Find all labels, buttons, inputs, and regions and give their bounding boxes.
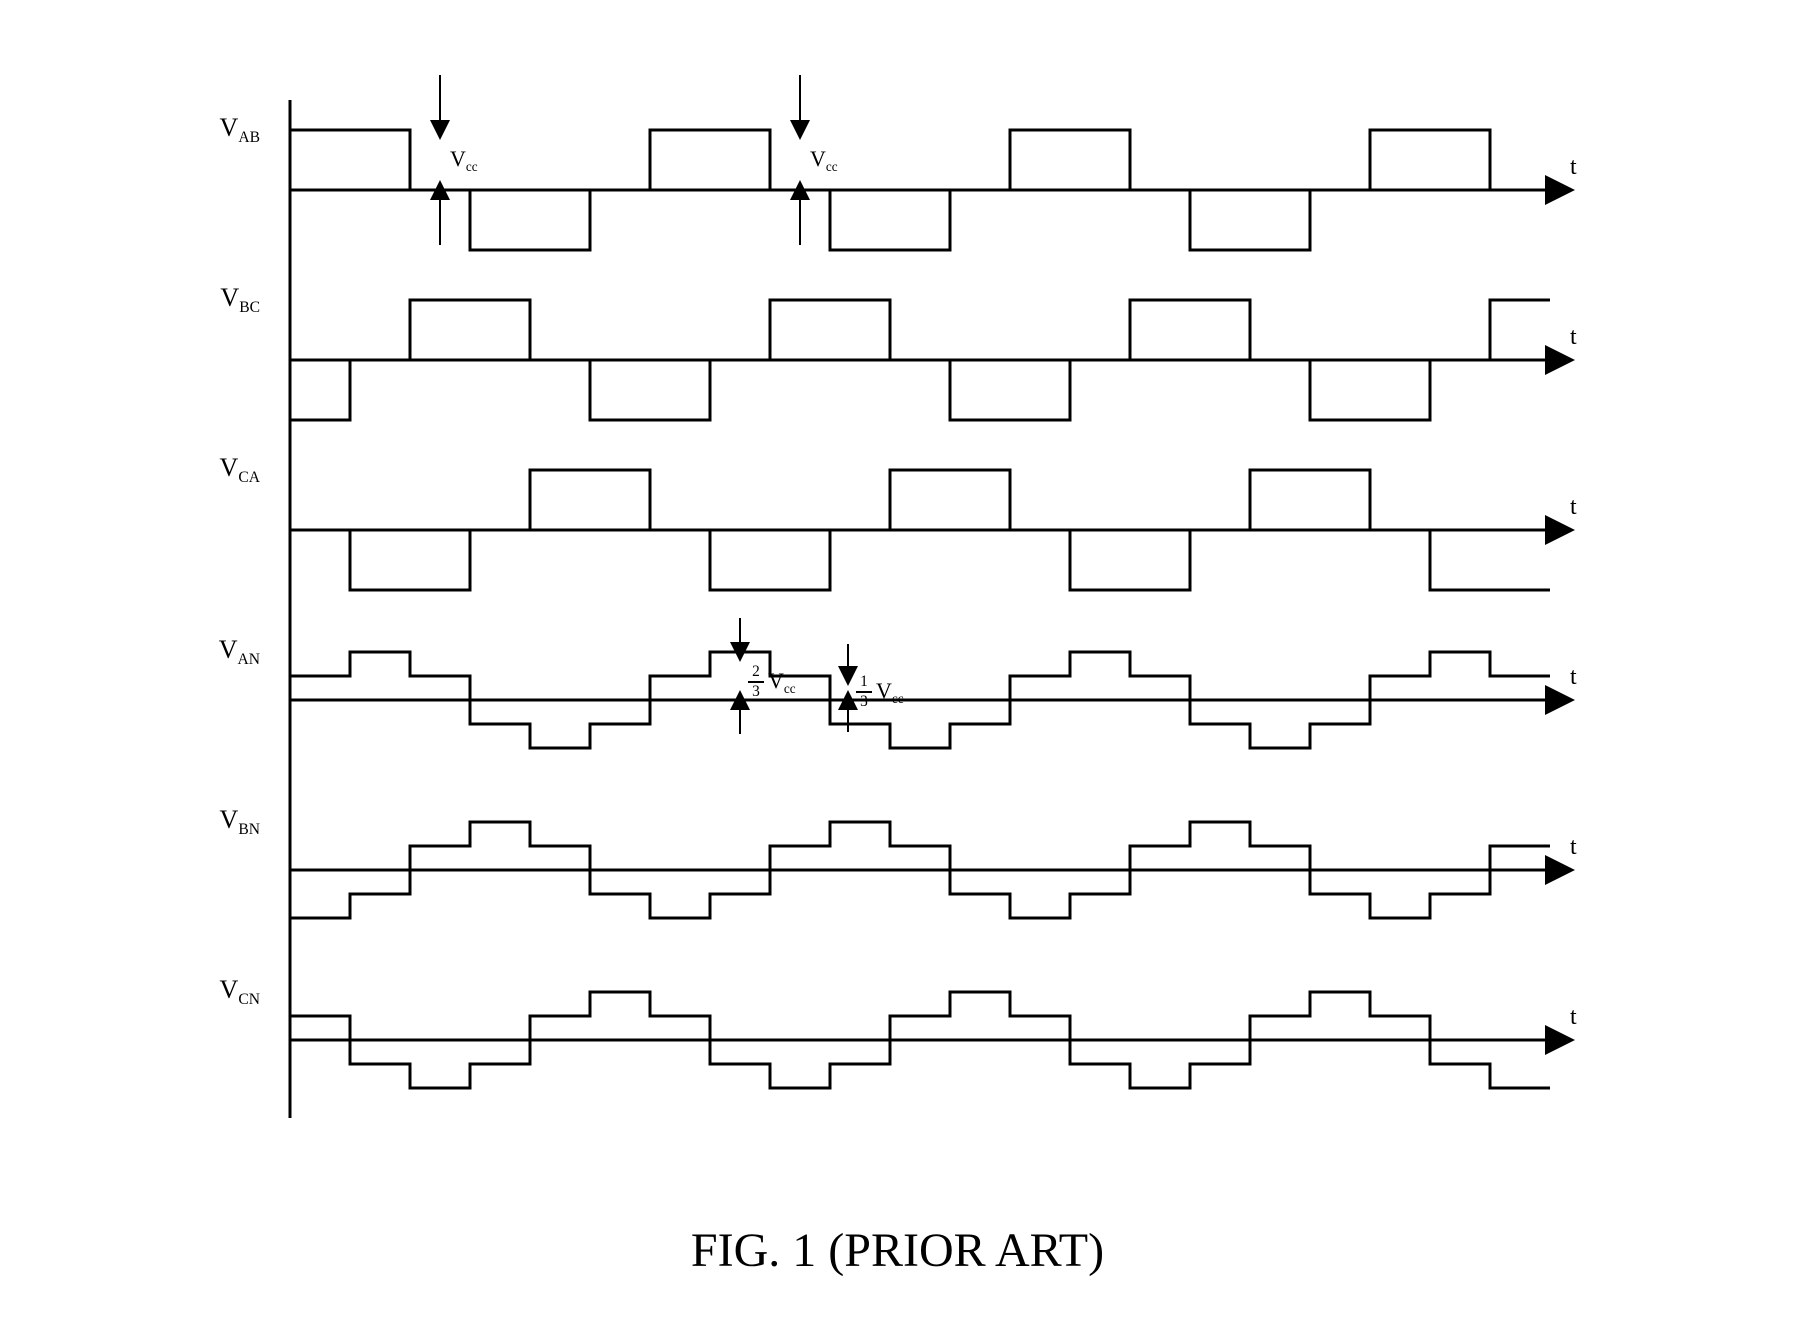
- one-third-vcc-label: 1 3 Vcc: [856, 673, 904, 710]
- axis-label-VBC: VBC: [220, 283, 260, 316]
- axis-label-VAB: VAB: [220, 113, 260, 146]
- svg-text:2: 2: [752, 663, 760, 680]
- svg-text:Vcc: Vcc: [876, 678, 904, 706]
- time-label-VAN: t: [1570, 664, 1577, 690]
- waveform-figure: VAB t VBC t VCA t VAN t VBN t VCN t Vcc Vcc 2 3 Vcc 1 3 Vcc…: [0, 0, 1795, 1331]
- time-label-VCA: t: [1570, 494, 1577, 520]
- axis-label-VCA: VCA: [220, 453, 261, 486]
- svg-text:3: 3: [752, 683, 760, 700]
- axis-label-VCN: VCN: [220, 975, 260, 1008]
- vcc-label-0: Vcc: [450, 146, 478, 174]
- svg-text:Vcc: Vcc: [768, 668, 796, 696]
- svg-text:1: 1: [860, 673, 868, 690]
- figure-svg: VAB t VBC t VCA t VAN t VBN t VCN t Vcc Vcc 2 3 Vcc 1 3 Vcc…: [0, 0, 1795, 1326]
- time-label-VCN: t: [1570, 1004, 1577, 1030]
- vcc-label-1: Vcc: [810, 146, 838, 174]
- time-label-VBC: t: [1570, 324, 1577, 350]
- two-thirds-vcc-label: 2 3 Vcc: [748, 663, 796, 700]
- axis-label-VAN: VAN: [219, 635, 260, 668]
- time-label-VBN: t: [1570, 834, 1577, 860]
- svg-text:3: 3: [860, 693, 868, 710]
- figure-caption: FIG. 1 (PRIOR ART): [691, 1224, 1104, 1277]
- axis-label-VBN: VBN: [220, 805, 260, 838]
- time-label-VAB: t: [1570, 154, 1577, 180]
